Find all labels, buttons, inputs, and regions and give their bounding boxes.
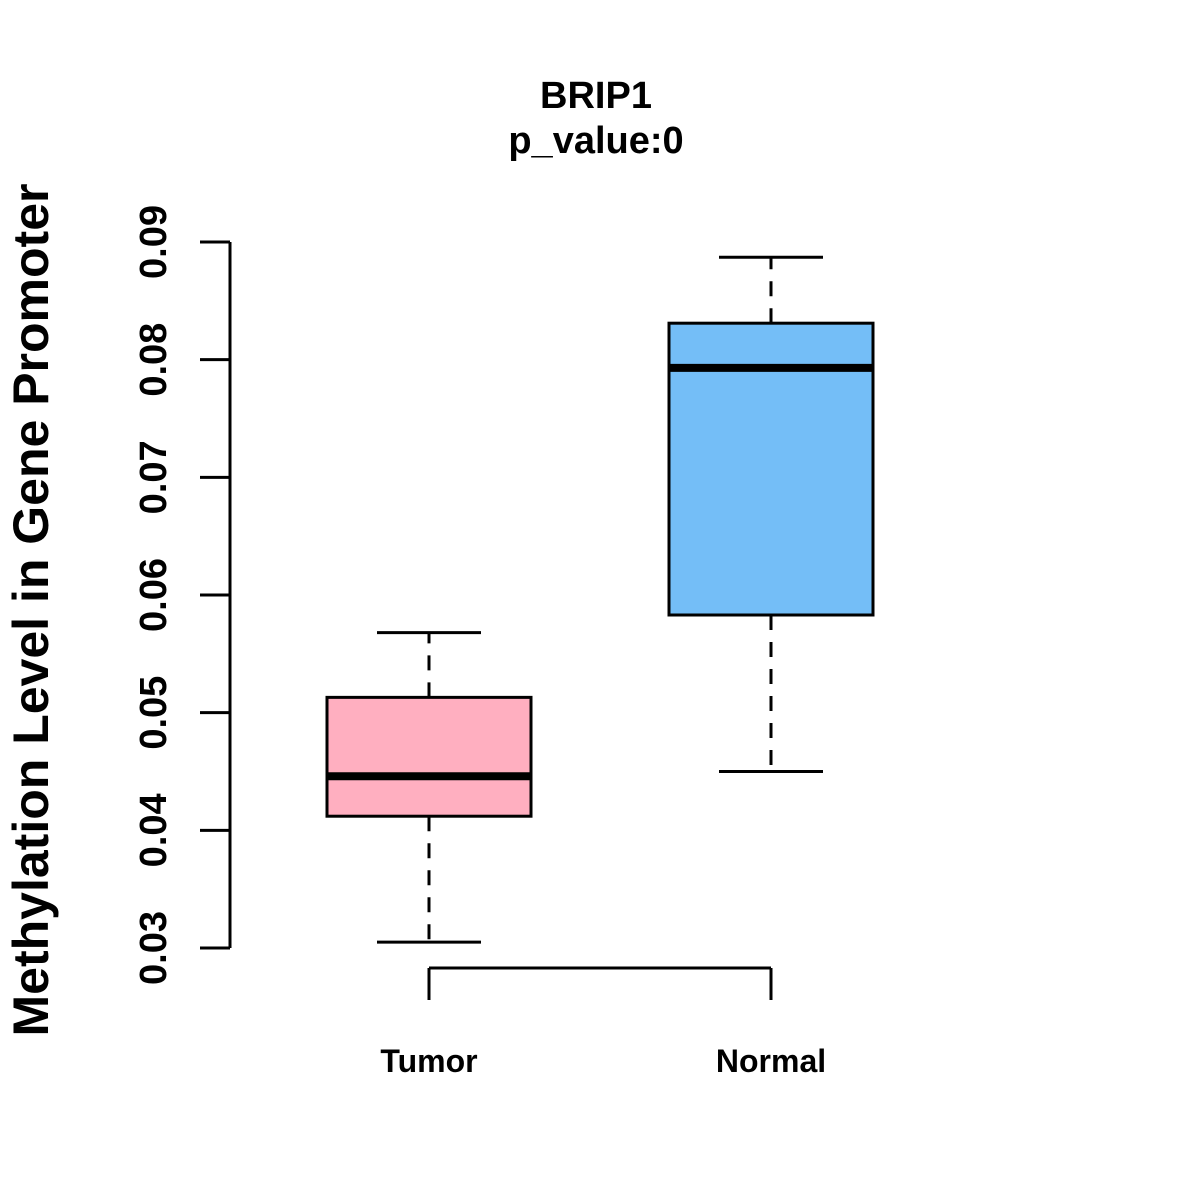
y-axis: 0.03 0.04 0.05 0.06 0.07 0.08 0.09 (133, 205, 232, 985)
y-tick-label: 0.08 (133, 323, 175, 397)
y-tick-label: 0.06 (133, 558, 175, 632)
chart-title: BRIP1 (540, 75, 652, 117)
y-tick-label: 0.05 (133, 676, 175, 750)
y-tick-label: 0.03 (133, 911, 175, 985)
y-tick-label: 0.09 (133, 205, 175, 279)
tumor-box (325, 695, 533, 818)
x-category-label-tumor: Tumor (380, 1043, 477, 1079)
boxes-layer (325, 255, 875, 944)
y-axis-label: Methylation Level in Gene Promoter (3, 184, 59, 1037)
y-tick-label: 0.04 (133, 793, 175, 867)
x-axis: Tumor Normal (380, 966, 826, 1079)
x-category-label-normal: Normal (716, 1043, 826, 1079)
chart-subtitle: p_value:0 (508, 120, 683, 162)
y-tick-label: 0.07 (133, 440, 175, 514)
